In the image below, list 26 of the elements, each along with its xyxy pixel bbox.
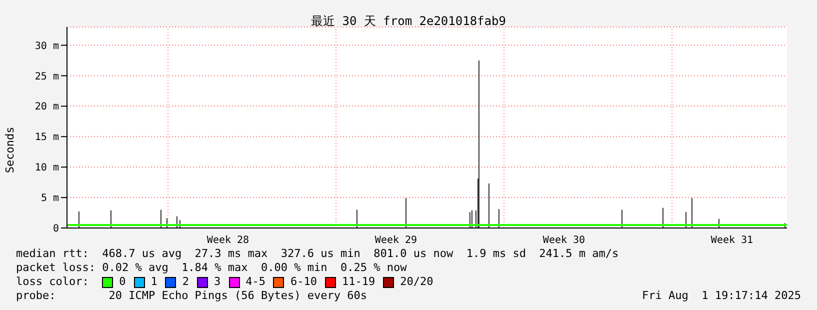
legend-label: 1 <box>150 275 158 289</box>
y-tick-label: 30 m <box>34 40 59 52</box>
legend-title: loss color: <box>16 275 90 289</box>
legend-label: 11-19 <box>342 275 376 289</box>
y-tick-label: 25 m <box>34 71 59 82</box>
x-tick-label: Week 30 <box>542 235 586 246</box>
text: probe: 20 ICMP Echo Pings (56 Bytes) every 60s <box>16 289 368 303</box>
text: packet loss: 0.02 % avg 1.84 % max 0.00 % min 0.25 % now <box>16 261 408 275</box>
x-tick-label: Week 29 <box>374 235 418 246</box>
x-tick-label: Week 28 <box>206 235 250 246</box>
legend-label: 3 <box>214 275 221 289</box>
y-tick-label: 15 m <box>34 132 59 144</box>
text: Fri Aug 1 19:17:14 2025 <box>642 289 801 302</box>
y-tick-label: 20 m <box>34 102 59 113</box>
y-tick-label: 5 m <box>40 193 59 204</box>
legend-label: 0 <box>119 275 126 289</box>
x-tick-label: Week 31 <box>710 235 754 246</box>
y-tick-label: 0 <box>52 224 59 235</box>
chart-title: 最近 30 天 from 2e201018fab9 <box>310 13 507 30</box>
legend-label: 20/20 <box>400 275 434 289</box>
y-axis-title: Seconds <box>4 126 16 174</box>
legend-label: 6-10 <box>290 275 317 289</box>
legend-label: 2 <box>182 275 189 289</box>
legend-label: 4-5 <box>246 275 266 289</box>
text: median rtt: 468.7 us avg 27.3 ms max 327.6 us min 801.0 us now 1.9 ms sd 241.5 m am/s <box>16 247 619 261</box>
y-tick-label: 10 m <box>34 162 59 174</box>
